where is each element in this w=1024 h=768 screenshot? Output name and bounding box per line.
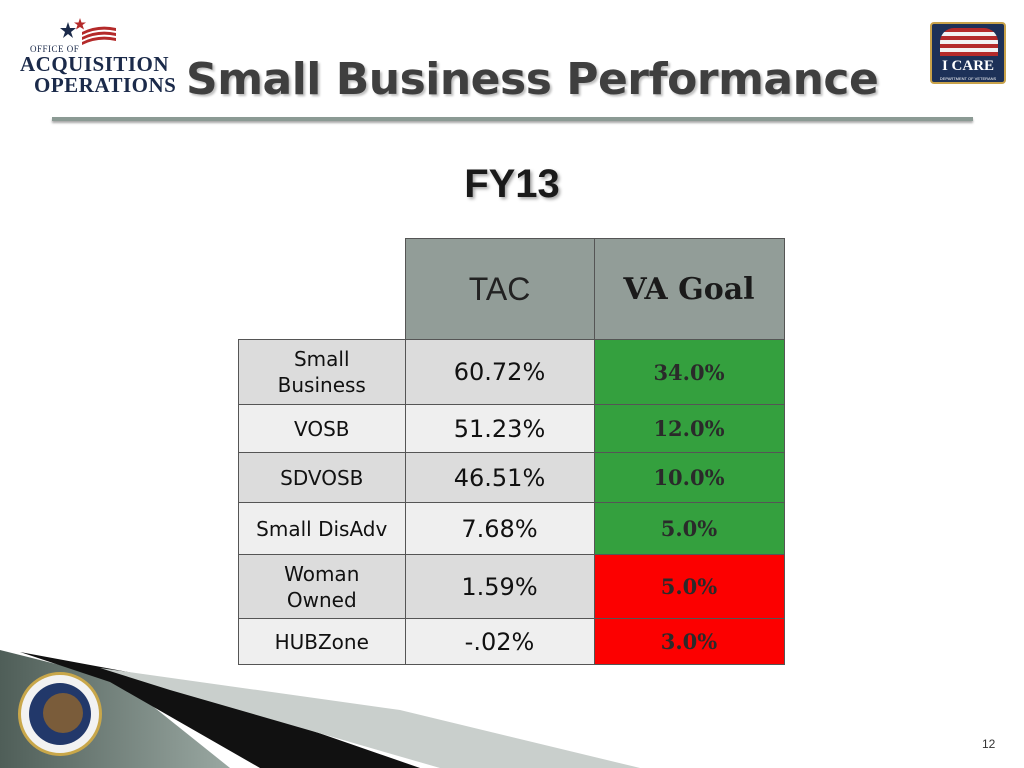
tac-value: 60.72% [404, 339, 595, 405]
table-header-row: TAC VA Goal [239, 238, 785, 340]
tac-value: -.02% [404, 618, 595, 665]
goal-value: 12.0% [593, 404, 785, 453]
logo-line-2: ACQUISITION [20, 52, 170, 76]
row-label-hubzone: HUBZone [238, 618, 406, 665]
row-label-woman-owned: Woman Owned [238, 554, 406, 619]
i-care-subtext: DEPARTMENT OF VETERANS AFFAIRS [939, 76, 997, 84]
department-seal: DEPARTMENT OF [18, 672, 102, 756]
row-label-small-business: Small Business [238, 339, 406, 405]
tac-value: 51.23% [404, 404, 595, 453]
va-goal-column-header: VA Goal [593, 238, 785, 340]
table-row: Woman Owned 1.59% 5.0% [238, 554, 785, 619]
table-row: SDVOSB 46.51% 10.0% [238, 452, 785, 503]
goal-value: 34.0% [593, 339, 785, 405]
goal-value: 3.0% [593, 618, 785, 665]
page-number: 12 [982, 737, 996, 751]
table-row: Small DisAdv 7.68% 5.0% [238, 502, 785, 555]
table-row: HUBZone -.02% 3.0% [238, 618, 785, 665]
row-label-small-disadv: Small DisAdv [238, 502, 406, 555]
table-row: Small Business 60.72% 34.0% [238, 339, 785, 405]
tac-column-header: TAC [404, 238, 595, 340]
stars-stripes-icon [60, 18, 116, 45]
i-care-logo: I CARE DEPARTMENT OF VETERANS AFFAIRS [930, 22, 1008, 86]
logo-line-1: OFFICE OF [30, 44, 80, 54]
row-label-sdvosb: SDVOSB [238, 452, 406, 503]
goal-value: 10.0% [593, 452, 785, 503]
tac-value: 46.51% [404, 452, 595, 503]
page-title: Small Business Performance [186, 54, 879, 105]
tac-value: 1.59% [404, 554, 595, 619]
title-divider [52, 117, 973, 121]
acquisition-operations-logo: OFFICE OF ACQUISITION OPERATIONS [18, 18, 176, 98]
tac-value: 7.68% [404, 502, 595, 555]
blank-corner-cell [239, 239, 406, 340]
goal-value: 5.0% [593, 554, 785, 619]
table-row: VOSB 51.23% 12.0% [238, 404, 785, 453]
fiscal-year-heading: FY13 [464, 162, 560, 206]
flag-icon [940, 28, 998, 56]
row-label-vosb: VOSB [238, 404, 406, 453]
logo-line-3: OPERATIONS [34, 73, 177, 97]
performance-table: TAC VA Goal Small Business 60.72% 34.0% … [238, 238, 785, 665]
i-care-text: I CARE [941, 58, 995, 74]
goal-value: 5.0% [593, 502, 785, 555]
eagle-icon [43, 693, 83, 733]
